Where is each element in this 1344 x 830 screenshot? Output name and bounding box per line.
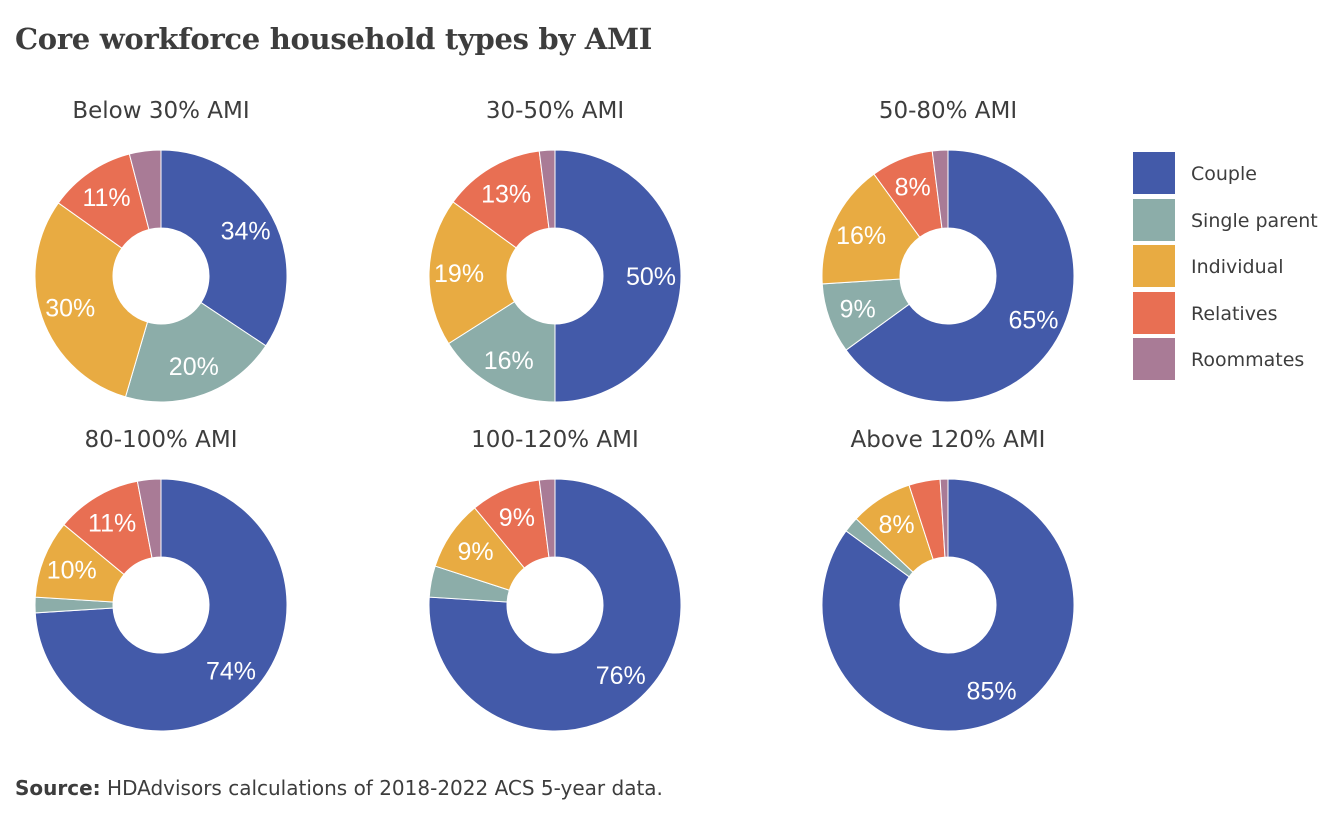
- slice-label: 9%: [840, 296, 876, 324]
- donut-slice: [452, 150, 550, 249]
- legend-swatch: [1133, 245, 1175, 287]
- chart-title: Core workforce household types by AMI: [15, 22, 653, 56]
- donut-panel: Below 30% AMI 34% 20% 30% 11%: [34, 98, 288, 403]
- legend-swatch: [1133, 291, 1175, 334]
- panel-title: 50-80% AMI: [879, 98, 1017, 124]
- panel-title: Below 30% AMI: [72, 98, 249, 124]
- slice-label: 50%: [626, 263, 676, 291]
- slice-label: 8%: [878, 511, 914, 539]
- source-prefix: Source:: [15, 776, 101, 800]
- legend-swatch: [1133, 338, 1175, 380]
- donut-slice: [428, 478, 682, 732]
- slice-label: 34%: [221, 218, 271, 246]
- donut-slice: [931, 149, 949, 229]
- donut-slice: [538, 478, 556, 558]
- panel-title: 80-100% AMI: [85, 427, 238, 453]
- donut-slice: [821, 173, 921, 285]
- legend-label: Relatives: [1191, 302, 1278, 325]
- donut-slice: [128, 149, 162, 231]
- donut-slice: [124, 301, 267, 403]
- slice-label: 13%: [481, 180, 531, 208]
- legend-label: Couple: [1191, 163, 1257, 185]
- donut-slice: [845, 149, 1075, 403]
- slice-label: 10%: [47, 557, 97, 585]
- slice-label: 9%: [499, 504, 535, 532]
- slice-label: 16%: [484, 347, 534, 375]
- donut-panel: 50-80% AMI 65% 9% 16% 8%: [821, 98, 1075, 403]
- legend-swatch: [1133, 152, 1175, 194]
- donut-slice: [34, 202, 149, 398]
- donut-slice: [554, 149, 682, 403]
- legend-label: Individual: [1191, 256, 1284, 278]
- panel-title: Above 120% AMI: [851, 427, 1046, 453]
- slice-label: 76%: [596, 662, 646, 690]
- donut-panel: 80-100% AMI 74% 10% 11%: [34, 427, 288, 732]
- donut-panel: 30-50% AMI 50% 16% 19% 13%: [428, 98, 682, 403]
- donut-slice: [939, 478, 949, 558]
- legend-label: Roommates: [1191, 349, 1305, 371]
- source-text: HDAdvisors calculations of 2018-2022 ACS…: [100, 776, 663, 800]
- donut-slice: [821, 478, 1075, 732]
- slice-label: 9%: [458, 538, 494, 566]
- source-note: Source: HDAdvisors calculations of 2018-…: [15, 776, 663, 800]
- donut-slice: [136, 478, 162, 559]
- donut-panel: Above 120% AMI 85% 8%: [821, 427, 1075, 732]
- donut-slice: [160, 149, 288, 347]
- legend-swatch: [1133, 198, 1175, 241]
- slice-label: 11%: [88, 509, 136, 537]
- slice-label: 74%: [206, 658, 256, 686]
- donut-slice: [428, 201, 517, 345]
- slice-label: 8%: [895, 174, 931, 202]
- panel-title: 30-50% AMI: [486, 98, 624, 124]
- slice-label: 20%: [169, 353, 219, 381]
- slice-label: 16%: [836, 222, 886, 250]
- legend-label: Single parent: [1191, 209, 1318, 232]
- donut-slice: [538, 149, 556, 229]
- panel-title: 100-120% AMI: [471, 427, 639, 453]
- slice-label: 11%: [82, 184, 130, 212]
- donut-panel: 100-120% AMI 76% 9%9%: [428, 427, 682, 732]
- slice-label: 19%: [434, 260, 484, 288]
- slice-label: 30%: [45, 294, 95, 322]
- slice-label: 65%: [1009, 307, 1059, 335]
- slice-label: 85%: [967, 678, 1017, 706]
- donut-slice: [34, 478, 288, 732]
